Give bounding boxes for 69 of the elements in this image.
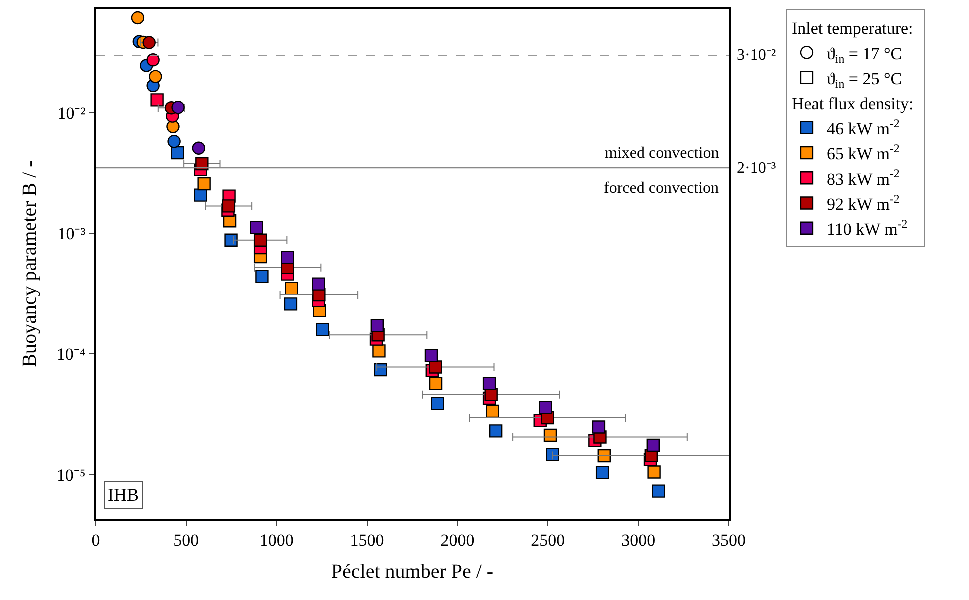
point (546, 448, 560, 462)
point (284, 298, 298, 311)
point (168, 135, 181, 148)
point (429, 377, 443, 390)
legend-label: 83 kW m$^{-2}$ (826, 166, 900, 189)
point (146, 54, 160, 67)
point (544, 428, 558, 442)
y-tick-label: 10⁻³ (58, 224, 86, 244)
point (372, 344, 386, 358)
x-tick-label: 500 (174, 531, 200, 550)
y-tick-label: 10⁻⁴ (56, 345, 86, 364)
point (224, 234, 238, 247)
point (194, 188, 208, 202)
point (429, 360, 442, 374)
x-tick-label: 3500 (712, 531, 746, 550)
point (166, 120, 180, 134)
point (652, 484, 666, 498)
ref-line-label: 2·10⁻³ (737, 160, 776, 177)
text: Heat flux density: (792, 94, 914, 114)
x-tick-label: 1000 (260, 531, 294, 550)
y-axis-title: Buoyancy parameter B / - (18, 160, 41, 368)
point (196, 157, 209, 171)
point (192, 142, 206, 155)
point (142, 36, 156, 50)
point (596, 466, 610, 480)
x-tick-label: 2000 (440, 531, 475, 550)
point (424, 349, 438, 362)
point (539, 401, 552, 414)
legend-label: 65 kW m$^{-2}$ (826, 142, 900, 164)
x-tick-label: 0 (92, 531, 100, 550)
point (486, 404, 500, 418)
annotation: mixed convection (605, 145, 720, 162)
legend-label: 92 kW m$^{-2}$ (826, 192, 900, 214)
point (482, 377, 496, 390)
text: Inlet temperature: (792, 19, 914, 38)
point (489, 424, 503, 438)
annotation: forced convection (604, 180, 720, 197)
point (172, 101, 185, 114)
legend-label: 46 kW m$^{-2}$ (826, 116, 900, 139)
y-tick-label: 10⁻² (58, 104, 86, 124)
point (171, 146, 184, 160)
x-tick-label: 1500 (350, 531, 384, 550)
point (285, 282, 298, 296)
point (131, 11, 145, 25)
legend-label: ϑ$_{in}$ = 25 °C (826, 69, 902, 91)
point (254, 234, 268, 247)
point (222, 200, 236, 213)
point (592, 420, 606, 434)
annotation: IHB (108, 485, 139, 505)
point (198, 177, 211, 191)
point (312, 278, 326, 291)
point (256, 270, 269, 284)
point (370, 319, 384, 332)
point (281, 251, 294, 264)
point (149, 70, 162, 84)
x-tick-label: 2500 (531, 531, 566, 550)
point (648, 466, 661, 479)
point (598, 449, 611, 463)
x-axis-title: Péclet number Pe / - (331, 561, 494, 584)
point (316, 323, 330, 337)
point (646, 438, 660, 452)
legend-label: 110 kW m$^{-2}$ (826, 216, 908, 239)
ref-line-label: 3·10⁻² (737, 47, 776, 64)
point (150, 94, 164, 107)
point (431, 396, 444, 410)
legend-label: ϑ$_{in}$ = 17 °C (826, 44, 902, 66)
y-tick-label: 10⁻⁵ (56, 466, 86, 485)
point (250, 221, 264, 234)
x-tick-label: 3000 (622, 531, 656, 550)
